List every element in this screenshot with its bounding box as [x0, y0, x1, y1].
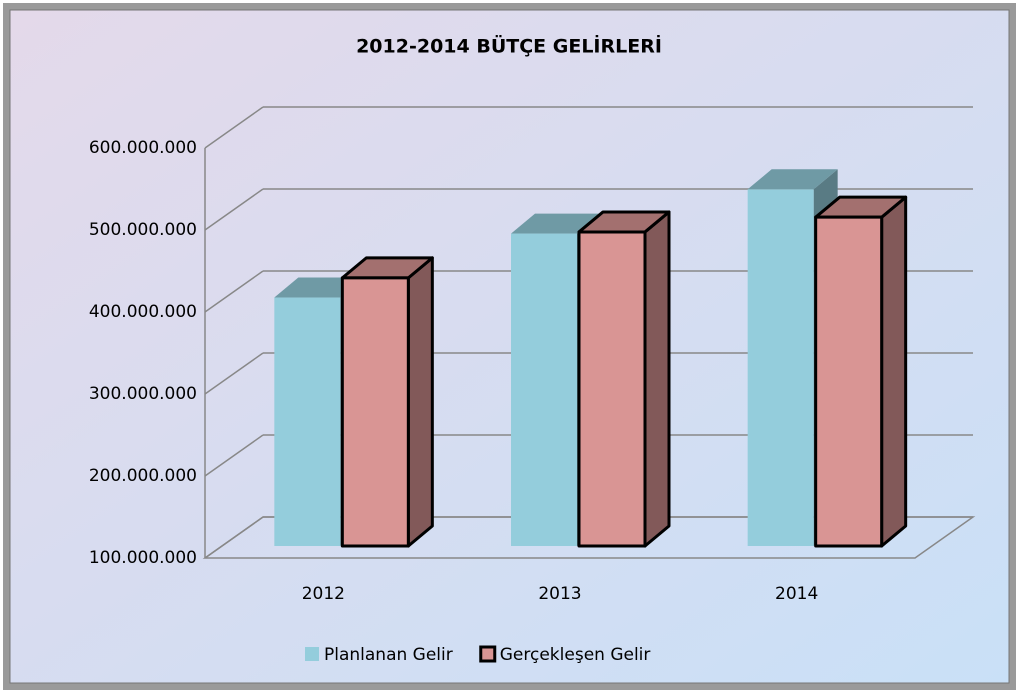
- y-tick-label: 200.000.000: [89, 466, 197, 486]
- grid-line: [204, 106, 264, 149]
- bar-top: [747, 169, 838, 190]
- bar-side: [880, 195, 908, 548]
- y-tick-label: 100.000.000: [89, 548, 197, 568]
- bar: [511, 233, 577, 546]
- bar: [274, 297, 341, 546]
- grid-line: [204, 434, 264, 477]
- grid-line: [204, 516, 264, 559]
- bar-side: [643, 210, 671, 548]
- y-tick-label: 600.000.000: [89, 138, 197, 158]
- grid-line: [204, 188, 264, 231]
- grid-line: [204, 352, 264, 395]
- y-tick-label: 300.000.000: [89, 384, 197, 404]
- bar: [577, 230, 647, 548]
- legend-swatch: [305, 647, 319, 661]
- y-tick-label: 400.000.000: [89, 302, 197, 322]
- grid-line: [204, 270, 264, 313]
- bar-side: [406, 256, 434, 548]
- bar: [747, 189, 814, 547]
- x-tick-label: 2014: [775, 584, 818, 604]
- x-tick-label: 2013: [538, 584, 581, 604]
- x-tick-label: 2012: [302, 584, 345, 604]
- legend-swatch: [479, 645, 497, 663]
- y-tick-label: 500.000.000: [89, 220, 197, 240]
- bar: [814, 215, 884, 548]
- chart-title: 2012-2014 BÜTÇE GELİRLERİ: [356, 34, 662, 58]
- legend-label: Gerçekleşen Gelir: [500, 645, 651, 665]
- bar: [340, 276, 410, 548]
- legend-label: Planlanan Gelir: [324, 645, 453, 665]
- bar-top: [511, 213, 601, 234]
